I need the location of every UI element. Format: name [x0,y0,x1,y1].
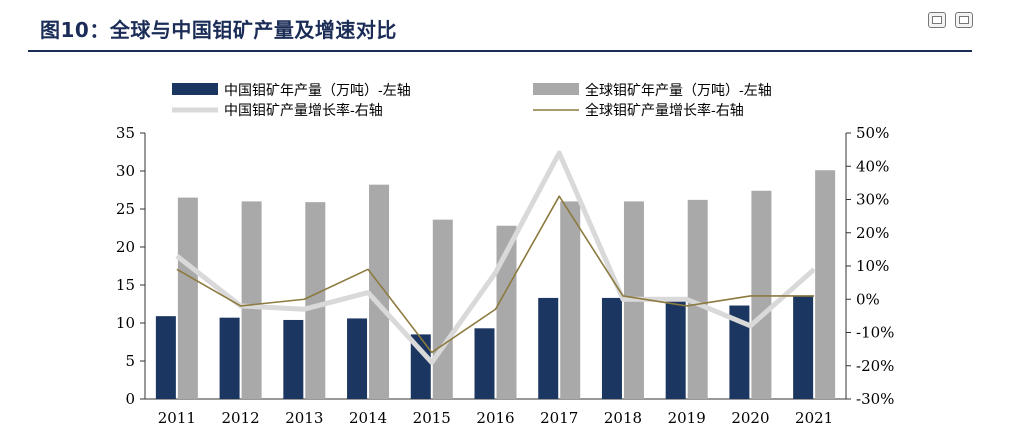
legend-global-production-label: 全球钼矿年产量（万吨）-左轴 [585,82,772,99]
title-divider [28,50,972,52]
china-production-bar [665,300,686,399]
x-axis-tick-label: 2018 [604,409,642,427]
china-production-bar [283,319,304,399]
x-axis-tick-label: 2019 [668,409,706,427]
legend-global-growth-label: 全球钼矿产量增长率-右轴 [585,102,744,119]
china-production-bar [474,328,495,399]
global-production-bar [751,190,772,399]
global-production-bar [369,184,390,399]
global-production-bar [177,197,198,399]
right-axis-tick-label: -10% [856,324,894,342]
global-production-bar [815,170,836,399]
x-axis-tick-label: 2020 [731,409,769,427]
x-axis-tick-label: 2012 [221,409,259,427]
left-axis-tick-label: 30 [116,162,135,180]
global-production-bar [496,225,517,399]
x-axis-tick-label: 2011 [158,409,196,427]
left-axis-tick-label: 20 [116,238,135,256]
left-axis-tick-label: 5 [125,352,135,370]
global-growth-line [176,195,815,354]
left-axis-tick-label: 15 [116,276,135,294]
global-production-bar [560,201,581,399]
right-axis-tick-label: 0% [856,290,880,308]
global-production-bar [305,202,326,399]
global-production-bar [241,201,262,399]
x-axis-tick-label: 2015 [413,409,451,427]
china-production-bar [538,297,559,399]
right-axis-tick-label: 50% [856,124,889,142]
right-axis-tick-label: 40% [856,157,889,175]
china-production-bar [219,317,240,399]
china-production-bar [729,305,750,399]
x-axis-tick-label: 2016 [476,409,514,427]
x-axis-tick-label: 2013 [285,409,323,427]
china-production-bar [155,316,176,399]
right-axis-tick-label: 30% [856,191,889,209]
left-axis-tick-label: 10 [116,314,135,332]
china-production-bar [601,297,622,399]
x-axis-tick-label: 2014 [349,409,387,427]
china-production-bar [410,334,431,399]
global-production-bar [687,199,708,399]
restore-icon[interactable] [955,12,973,28]
legend-china-growth-label: 中国钼矿产量增长率-右轴 [224,102,383,119]
global-production-bar [432,219,453,399]
left-axis-tick-label: 0 [125,390,135,408]
china-growth-line [175,150,816,365]
x-axis-tick-label: 2017 [540,409,578,427]
page-title: 图10：全球与中国钼矿产量及增速对比 [40,18,397,42]
legend-global-production-swatch [533,83,579,95]
left-axis-tick-label: 25 [116,200,135,218]
right-axis-tick-label: -20% [856,357,894,375]
legend-china-production-label: 中国钼矿年产量（万吨）-左轴 [224,83,411,99]
china-production-bar [347,318,368,399]
china-production-bar [793,296,814,399]
x-axis-tick-label: 2021 [795,409,833,427]
right-axis-tick-label: 20% [856,224,889,242]
left-axis-tick-label: 35 [116,124,135,142]
minimize-icon[interactable] [928,12,946,28]
right-axis-tick-label: -30% [856,390,894,408]
right-axis-tick-label: 10% [856,257,889,275]
legend-china-production-swatch [172,83,218,95]
